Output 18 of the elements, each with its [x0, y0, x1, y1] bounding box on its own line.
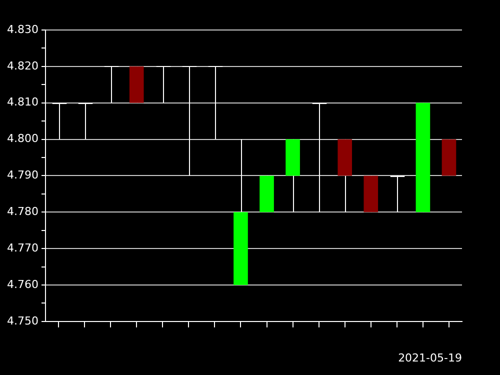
y-tick-label: 4.750 [6, 314, 38, 328]
x-axis-title: 2021-05-19 [398, 351, 462, 364]
candlestick [78, 102, 94, 140]
y-tick-label: 4.770 [6, 241, 38, 254]
candlestick [208, 66, 224, 140]
candlestick [156, 66, 172, 104]
candlestick [52, 102, 68, 140]
candlestick [182, 66, 198, 176]
y-tick-label: 4.800 [6, 132, 38, 146]
y-tick-label: 4.780 [6, 204, 38, 218]
candlestick [390, 175, 406, 213]
y-tick-label: 4.760 [6, 278, 38, 291]
y-tick-label: 4.820 [6, 59, 38, 72]
y-tick-label: 4.830 [6, 22, 38, 36]
y-tick-label: 4.810 [6, 96, 38, 109]
candlestick [104, 66, 120, 104]
y-tick-label: 4.790 [6, 168, 38, 182]
candlestick [312, 102, 328, 213]
